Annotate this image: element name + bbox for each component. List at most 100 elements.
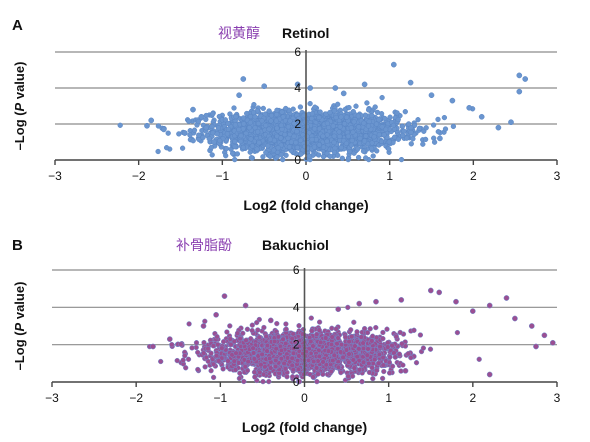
data-point — [165, 130, 171, 136]
x-tick-label: −2 — [132, 169, 146, 183]
data-point — [202, 318, 208, 324]
data-point — [335, 101, 341, 107]
data-point — [217, 138, 223, 144]
data-point — [266, 126, 272, 132]
data-point — [155, 123, 162, 129]
data-point — [316, 152, 322, 158]
x-tick-label: 0 — [303, 169, 310, 183]
data-point — [268, 365, 274, 371]
data-point — [186, 321, 192, 327]
data-point — [549, 339, 556, 346]
data-point — [250, 350, 257, 356]
data-point — [241, 121, 247, 127]
data-point — [386, 146, 392, 152]
data-point — [503, 295, 510, 301]
data-point — [260, 378, 266, 385]
data-point — [189, 345, 195, 351]
data-point — [476, 356, 482, 362]
data-point — [237, 335, 243, 342]
data-point — [330, 123, 336, 129]
data-point — [320, 359, 326, 365]
data-point — [306, 153, 313, 159]
data-point — [379, 94, 385, 101]
y-tick-label: 6 — [293, 263, 300, 277]
data-point — [337, 124, 343, 130]
data-point — [332, 85, 339, 91]
data-point — [285, 124, 292, 130]
data-point — [263, 333, 269, 340]
data-point — [287, 118, 293, 124]
data-point — [201, 350, 207, 356]
data-point — [245, 358, 251, 365]
data-point — [371, 134, 377, 140]
data-point — [316, 114, 322, 121]
data-point — [369, 365, 375, 371]
data-point — [216, 358, 222, 364]
data-point — [278, 135, 284, 141]
data-point — [338, 114, 344, 120]
data-point — [283, 321, 289, 327]
data-point — [265, 143, 271, 149]
data-point — [347, 148, 353, 155]
data-point — [187, 132, 193, 138]
data-point — [435, 129, 441, 135]
data-point — [215, 125, 222, 131]
data-point — [274, 154, 280, 160]
data-point — [312, 104, 318, 110]
data-point — [307, 100, 313, 107]
data-point — [333, 326, 339, 332]
data-point — [351, 119, 357, 125]
data-point — [356, 300, 363, 307]
data-point — [219, 345, 225, 351]
y-tick-label: 4 — [294, 81, 301, 95]
data-point — [223, 153, 229, 159]
data-point — [274, 125, 280, 131]
data-point — [273, 118, 279, 124]
data-point — [353, 103, 359, 109]
data-point — [381, 368, 387, 375]
data-point — [179, 145, 186, 151]
data-point — [324, 120, 331, 127]
data-point — [442, 126, 449, 132]
data-point — [337, 349, 344, 355]
data-point — [346, 104, 352, 111]
data-point — [267, 136, 273, 142]
data-point — [380, 329, 386, 336]
data-point — [211, 139, 217, 145]
data-point — [361, 81, 368, 88]
data-point — [374, 367, 380, 374]
data-point — [381, 132, 387, 138]
data-point — [203, 354, 210, 361]
data-point — [182, 353, 188, 359]
data-point — [311, 144, 318, 150]
data-point — [339, 155, 345, 161]
data-point — [247, 149, 253, 155]
data-point — [254, 146, 260, 152]
data-point — [222, 117, 229, 123]
data-point — [376, 132, 382, 138]
data-point — [356, 124, 362, 130]
data-point — [486, 371, 493, 378]
data-point — [280, 156, 286, 163]
x-tick-label: −1 — [215, 169, 229, 183]
data-point — [210, 343, 217, 349]
data-point — [345, 304, 351, 311]
data-point — [417, 332, 424, 338]
data-point — [390, 122, 397, 129]
data-point — [248, 136, 254, 142]
data-point — [331, 133, 337, 139]
data-point — [309, 111, 315, 117]
data-point — [234, 151, 241, 157]
data-point — [320, 144, 327, 150]
data-point — [242, 302, 249, 309]
data-point — [256, 334, 262, 340]
data-point — [361, 325, 368, 332]
data-point — [331, 108, 337, 114]
data-point — [466, 104, 473, 111]
data-point — [223, 145, 230, 152]
data-point — [331, 139, 337, 146]
data-point — [397, 329, 403, 336]
data-point — [185, 356, 192, 362]
data-point — [380, 362, 386, 368]
